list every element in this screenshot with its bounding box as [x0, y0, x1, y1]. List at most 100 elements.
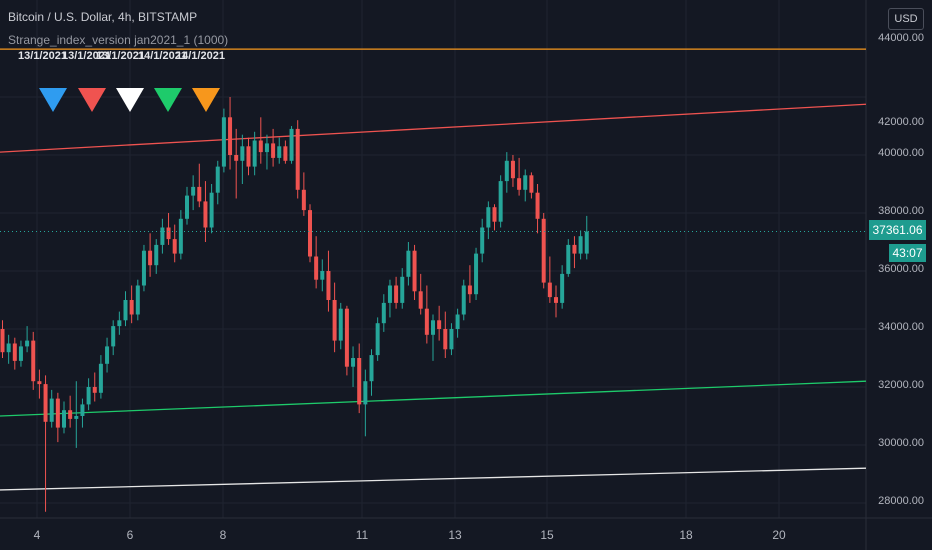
- candle-body: [172, 239, 177, 254]
- candle-body: [191, 186, 196, 196]
- candle-body: [246, 146, 251, 167]
- candle-body: [504, 160, 509, 182]
- candle-body: [547, 282, 552, 298]
- x-axis-label: 4: [33, 528, 41, 542]
- candle-body: [12, 343, 17, 361]
- candle-body: [178, 218, 183, 254]
- y-axis-label: 28000.00: [878, 495, 924, 507]
- candle-body: [332, 300, 337, 341]
- marker-triangle-icon: [78, 88, 106, 112]
- candle-body: [289, 128, 294, 161]
- candle-body: [123, 300, 128, 321]
- trend-line-red[interactable]: [0, 103, 867, 153]
- x-axis-label: 13: [448, 528, 462, 542]
- currency-button[interactable]: USD: [888, 8, 924, 30]
- y-axis-label: 32000.00: [878, 379, 924, 391]
- candle-body: [437, 320, 442, 329]
- candle-body: [80, 404, 85, 416]
- marker-triangle-icon: [116, 88, 144, 112]
- indicator-title[interactable]: Strange_index_version jan2021_1 (1000): [8, 33, 229, 47]
- x-axis-label: 18: [679, 528, 693, 542]
- y-axis-label: 36000.00: [878, 263, 924, 275]
- symbol-title[interactable]: Bitcoin / U.S. Dollar, 4h, BITSTAMP: [8, 10, 198, 24]
- candle-body: [314, 256, 319, 280]
- candle-body: [295, 128, 300, 190]
- candle-body: [283, 146, 288, 161]
- candle-body: [0, 329, 5, 353]
- candle-body: [264, 143, 269, 153]
- candle-body: [486, 207, 491, 228]
- y-axis-label: 34000.00: [878, 321, 924, 333]
- candle-body: [252, 140, 257, 167]
- candle-body: [412, 250, 417, 292]
- candle-body: [474, 253, 479, 295]
- candle-body: [301, 189, 306, 211]
- candle-body: [215, 166, 220, 193]
- candle-body: [166, 227, 171, 240]
- candle-body: [31, 340, 36, 382]
- candle-body: [203, 201, 208, 228]
- candle-body: [406, 250, 411, 277]
- candle-body: [86, 387, 91, 405]
- candle-countdown-tag: 43:07: [889, 244, 926, 262]
- candle-body: [6, 343, 11, 353]
- y-axis-label: 30000.00: [878, 437, 924, 449]
- candle-body: [320, 271, 325, 280]
- candle-body: [209, 192, 214, 228]
- x-axis-label: 15: [540, 528, 554, 542]
- candle-body: [572, 244, 577, 254]
- marker-date-label: 13/1/2021: [96, 50, 145, 62]
- candle-body: [277, 146, 282, 158]
- candle-body: [387, 285, 392, 303]
- candle-body: [308, 210, 312, 257]
- candle-body: [62, 410, 66, 428]
- candle-body: [394, 285, 399, 303]
- last-price-tag: 37361.06: [869, 220, 926, 240]
- x-axis-label: 6: [126, 528, 134, 542]
- candle-body: [431, 320, 435, 335]
- candle-body: [326, 271, 331, 300]
- candle-body: [37, 381, 42, 385]
- candle-body: [98, 363, 103, 393]
- candle-body: [197, 186, 202, 202]
- candle-body: [228, 117, 233, 155]
- candle-body: [560, 273, 565, 303]
- candle-body: [467, 285, 472, 295]
- candle-body: [461, 285, 466, 315]
- candle-body: [566, 244, 571, 274]
- candle-body: [129, 300, 134, 315]
- y-axis-label: 38000.00: [878, 205, 924, 217]
- candle-body: [375, 323, 380, 356]
- y-axis-label: 44000.00: [878, 32, 924, 44]
- candle-body: [510, 160, 515, 179]
- candle-body: [105, 346, 110, 364]
- candle-body: [148, 250, 153, 266]
- trend-line-green[interactable]: [0, 380, 867, 417]
- candle-body: [43, 384, 48, 422]
- candle-body: [381, 302, 386, 324]
- marker-triangle-icon: [192, 88, 220, 112]
- candle-body: [523, 175, 528, 190]
- candle-body: [160, 227, 165, 245]
- marker-date-label: 14/1/2021: [176, 50, 225, 62]
- candle-body: [111, 326, 116, 347]
- trend-line-white[interactable]: [0, 467, 867, 491]
- candle-body: [154, 244, 159, 266]
- candle-body: [363, 381, 368, 405]
- candle-body: [25, 340, 30, 347]
- candle-body: [234, 155, 239, 161]
- candle-body: [240, 146, 245, 161]
- candle-body: [554, 297, 558, 303]
- x-axis-label: 8: [219, 528, 227, 542]
- candle-body: [258, 140, 263, 153]
- candle-body: [68, 410, 73, 419]
- candle-body: [418, 291, 423, 309]
- candle-body: [529, 175, 534, 193]
- candle-body: [221, 117, 226, 167]
- candle-body: [49, 398, 54, 422]
- candle-body: [141, 250, 146, 286]
- x-axis-label: 20: [772, 528, 786, 542]
- candle-body: [92, 387, 97, 393]
